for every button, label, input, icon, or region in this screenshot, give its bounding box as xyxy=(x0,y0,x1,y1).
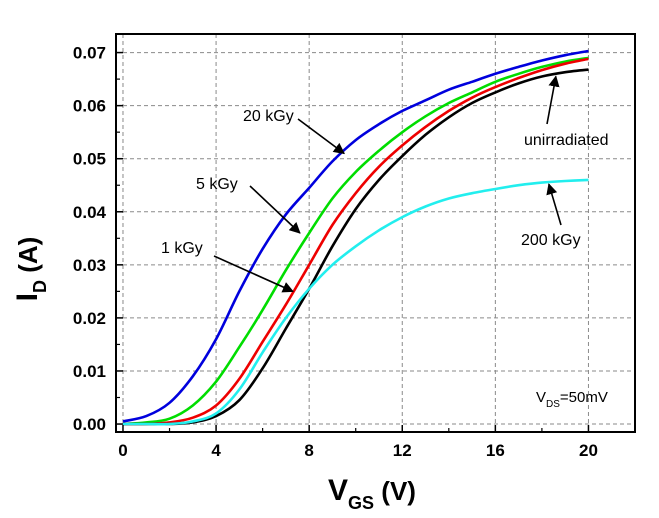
x-tick-label: 12 xyxy=(393,441,412,460)
annotation-label: unirradiated xyxy=(524,132,609,149)
axis-ticks: 0 4 8 12 16 20 0.00 0.01 0.02 0.03 0.04 0.05 0.06 0.0… xyxy=(73,44,598,460)
grid xyxy=(116,34,635,432)
y-tick-label: 0.04 xyxy=(73,203,107,222)
y-tick-label: 0.05 xyxy=(73,150,106,169)
series-line-1-kgy xyxy=(122,57,589,426)
annotations: 20 kGy 5 kGy 1 kGy unirradiated 200 kGy xyxy=(161,75,609,293)
y-tick-label: 0.00 xyxy=(73,415,106,434)
plot-frame xyxy=(115,33,636,433)
annotation-arrow xyxy=(546,75,560,125)
condition-rest: =50mV xyxy=(560,389,608,406)
annotation-label: 5 kGy xyxy=(196,176,238,193)
x-axis-title: VGS (V) xyxy=(328,474,416,513)
x-axis-title-sub: GS xyxy=(348,493,374,513)
x-tick-label: 16 xyxy=(486,441,505,460)
series-line-20-kgy xyxy=(122,49,589,423)
x-tick-label: 8 xyxy=(304,441,313,460)
annotation-arrow xyxy=(546,183,562,226)
series-lines xyxy=(122,49,589,426)
y-axis-title-main: I xyxy=(11,293,44,301)
x-axis-title-unit: (V) xyxy=(374,476,416,506)
x-tick-label: 20 xyxy=(579,441,598,460)
y-axis-title: ID (A) xyxy=(11,237,50,302)
y-tick-label: 0.07 xyxy=(73,44,106,63)
y-axis-title-sub: D xyxy=(30,280,50,293)
annotation-arrow xyxy=(297,118,345,155)
annotation-label: 1 kGy xyxy=(161,240,203,257)
condition-label: VDS=50mV xyxy=(536,389,608,410)
annotation-arrow xyxy=(213,255,294,293)
y-tick-label: 0.01 xyxy=(73,362,106,381)
y-axis-title-unit: (A) xyxy=(13,237,43,280)
x-axis-title-main: V xyxy=(328,474,348,507)
y-tick-label: 0.03 xyxy=(73,256,106,275)
annotation-label: 20 kGy xyxy=(243,108,294,125)
condition-main: V xyxy=(536,389,546,406)
x-tick-label: 4 xyxy=(211,441,221,460)
x-tick-label: 0 xyxy=(118,441,127,460)
y-tick-label: 0.02 xyxy=(73,309,106,328)
annotation-arrow xyxy=(249,185,301,234)
condition-sub: DS xyxy=(546,399,560,410)
series-line-200-kgy xyxy=(123,178,589,426)
series-line-5-kgy xyxy=(122,56,589,426)
annotation-label: 200 kGy xyxy=(521,232,581,249)
y-tick-label: 0.06 xyxy=(73,97,106,116)
